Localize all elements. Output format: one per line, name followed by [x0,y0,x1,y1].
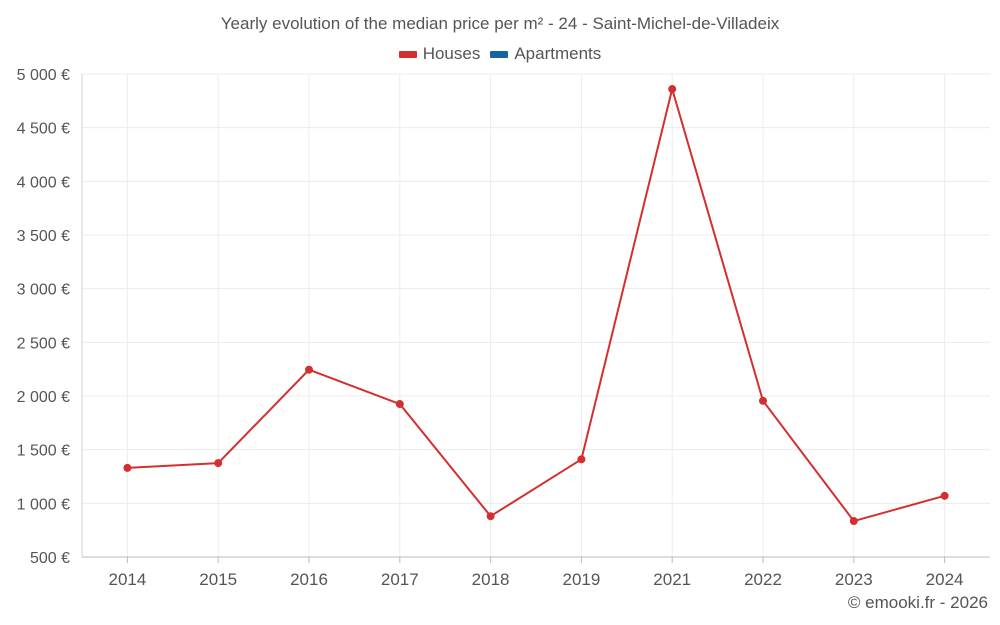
data-point-houses [577,455,586,464]
y-tick-label: 1 500 € [17,443,70,460]
legend-swatch-houses [398,50,417,58]
data-point-houses [486,512,495,521]
y-tick-label: 2 000 € [17,389,70,406]
x-tick-label: 2018 [472,570,510,589]
x-tick-label: 2021 [653,570,691,589]
data-point-houses [940,491,949,500]
y-tick-label: 5 000 € [17,67,70,84]
data-point-houses [395,400,404,409]
y-tick-label: 3 500 € [17,228,70,245]
legend-swatch-apartments [490,50,509,58]
series-line-houses [127,88,945,523]
x-tick-label: 2019 [562,570,600,589]
data-point-houses [305,365,313,374]
chart-title: Yearly evolution of the median price per… [220,14,780,33]
legend-item-apartments[interactable]: Apartments [490,44,601,64]
legend-item-houses[interactable]: Houses [398,44,481,64]
legend: Houses Apartments [0,44,1000,64]
y-tick-label: 4 500 € [17,121,70,138]
x-tick-label: 2017 [381,570,419,589]
x-tick-label: 2024 [926,570,964,589]
x-tick-label: 2014 [108,570,146,589]
x-tick-label: 2015 [199,570,237,589]
x-tick-label: 2016 [290,570,328,589]
y-tick-label: 500 € [30,550,70,567]
credit-text: © emooki.fr - 2026 [847,593,988,612]
y-tick-label: 1 000 € [17,496,70,513]
y-tick-label: 3 000 € [17,282,70,299]
legend-label-apartments: Apartments [514,44,602,63]
x-tick-label: 2022 [744,570,782,589]
x-tick-label: 2023 [835,570,873,589]
data-point-houses [849,517,858,526]
legend-label-houses: Houses [422,44,481,63]
data-point-houses [123,463,132,472]
y-tick-label: 2 500 € [17,335,70,352]
data-point-houses [214,459,223,468]
data-point-houses [759,396,767,405]
data-point-houses [668,85,677,94]
y-tick-label: 4 000 € [17,174,70,191]
